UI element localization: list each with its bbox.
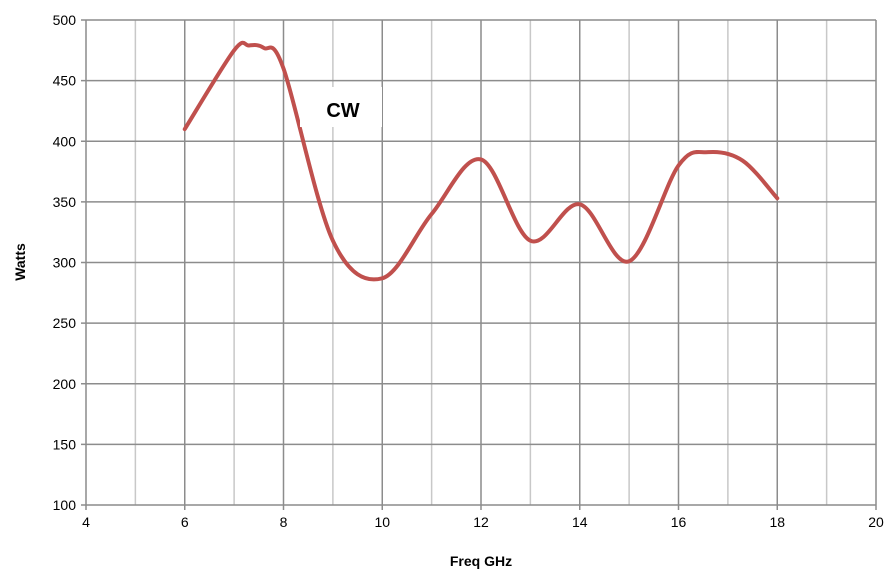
series-line xyxy=(182,40,780,282)
x-tick-label: 14 xyxy=(572,514,588,530)
y-tick-label: 250 xyxy=(53,315,77,331)
y-tick-label: 350 xyxy=(53,194,77,210)
x-tick-label: 10 xyxy=(374,514,390,530)
y-tick-label: 400 xyxy=(53,133,77,149)
y-tick-label: 450 xyxy=(53,73,77,89)
y-tick-label: 300 xyxy=(53,255,77,271)
x-tick-label: 18 xyxy=(769,514,785,530)
annotation-cw: CW xyxy=(326,100,359,122)
x-tick-label: 4 xyxy=(82,514,90,530)
y-tick-label: 500 xyxy=(53,12,77,28)
series-layer xyxy=(182,40,780,282)
annotation-layer: CW xyxy=(300,87,382,127)
y-tick-label: 100 xyxy=(53,497,77,513)
x-axis-title: Freq GHz xyxy=(450,553,512,569)
y-tick-label: 150 xyxy=(53,436,77,452)
grid xyxy=(86,19,877,505)
axes xyxy=(81,19,877,510)
annotation-background xyxy=(300,87,382,127)
x-tick-label: 16 xyxy=(671,514,687,530)
x-tick-label: 6 xyxy=(181,514,189,530)
x-tick-label: 8 xyxy=(280,514,288,530)
x-tick-label: 12 xyxy=(473,514,489,530)
y-axis-title: Watts xyxy=(12,243,28,281)
x-tick-label: 20 xyxy=(868,514,884,530)
y-tick-label: 200 xyxy=(53,376,77,392)
tick-labels: 4 6 8 10 12 14 16 18 20 100 150 200 250 300 350 400 450 5… xyxy=(53,12,884,530)
